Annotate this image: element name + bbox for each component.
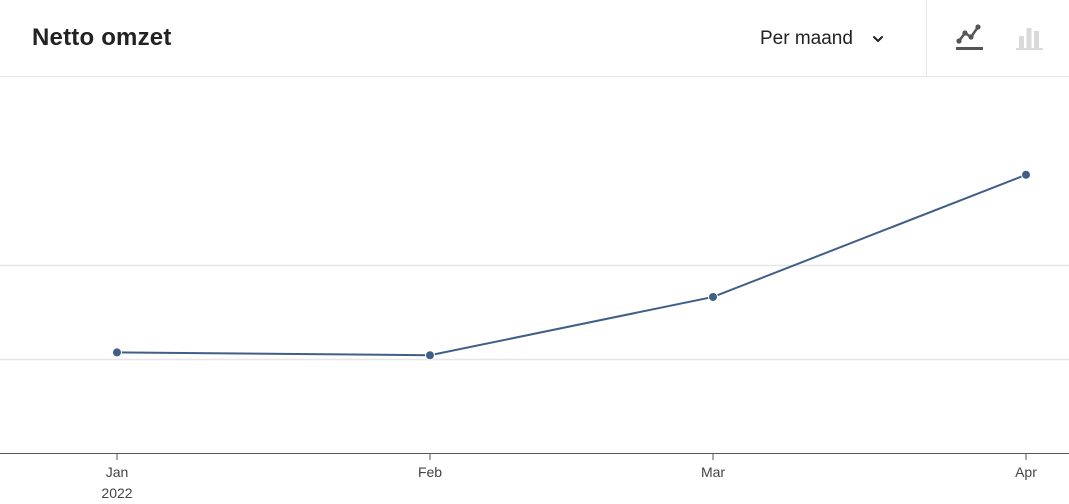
x-tick-label: Mar xyxy=(701,464,725,480)
chevron-down-icon xyxy=(872,36,883,42)
series-line xyxy=(116,173,1027,357)
data-point xyxy=(1021,169,1031,180)
period-select-label: Per maand xyxy=(760,28,853,49)
data-point xyxy=(708,291,718,302)
x-tick-label: Feb xyxy=(418,464,442,480)
chart-header: Netto omzet Per maand xyxy=(0,0,1069,77)
line-chart-icon xyxy=(956,24,983,50)
x-tick-label: Apr xyxy=(1015,464,1037,480)
bar-chart-toggle[interactable] xyxy=(1012,20,1046,54)
period-select[interactable]: Per maand xyxy=(752,20,893,58)
x-year-label: 2022 xyxy=(101,485,132,501)
x-tick-label: Jan xyxy=(106,464,129,480)
bar-chart-icon xyxy=(1016,28,1043,50)
line-chart: Jan Feb Mar Apr 2022 xyxy=(0,169,1069,501)
line-chart-toggle[interactable] xyxy=(952,20,986,54)
header-divider xyxy=(926,0,927,77)
data-point xyxy=(112,347,122,358)
chart-title: Netto omzet xyxy=(32,24,172,51)
data-point xyxy=(425,350,435,361)
